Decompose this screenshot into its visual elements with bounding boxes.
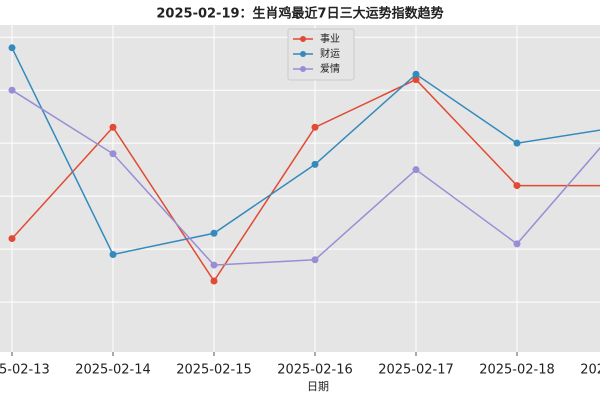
- data-point: [311, 160, 319, 168]
- x-tick-label: 2025-02-16: [277, 363, 353, 378]
- legend-marker: [300, 36, 306, 42]
- x-tick-label: 2025-02-15: [176, 363, 252, 378]
- data-point: [412, 70, 420, 78]
- data-point: [210, 277, 218, 285]
- data-point: [513, 240, 521, 248]
- x-axis-label: 日期: [307, 380, 329, 393]
- data-point: [109, 150, 117, 158]
- data-point: [109, 250, 117, 258]
- x-tick-label: 2025-02-13: [0, 363, 50, 378]
- data-point: [210, 229, 218, 237]
- legend-marker: [300, 51, 306, 57]
- data-point: [311, 123, 319, 131]
- legend-label: 财运: [320, 47, 340, 60]
- x-tick-label: 2025-02-19: [580, 363, 600, 378]
- x-tick-label: 2025-02-14: [75, 363, 151, 378]
- data-point: [8, 235, 16, 243]
- data-point: [513, 139, 521, 147]
- legend-marker: [300, 66, 306, 72]
- data-point: [8, 44, 16, 52]
- data-point: [412, 166, 420, 174]
- chart-title: 2025-02-19：生肖鸡最近7日三大运势指数趋势: [156, 6, 443, 22]
- x-tick-label: 2025-02-17: [378, 363, 454, 378]
- data-point: [513, 182, 521, 190]
- data-point: [412, 76, 420, 84]
- x-tick-label: 2025-02-18: [479, 363, 555, 378]
- data-point: [311, 256, 319, 264]
- data-point: [8, 86, 16, 94]
- legend-label: 爱情: [320, 62, 340, 75]
- legend-label: 事业: [320, 32, 340, 45]
- data-point: [210, 261, 218, 269]
- data-point: [109, 123, 117, 131]
